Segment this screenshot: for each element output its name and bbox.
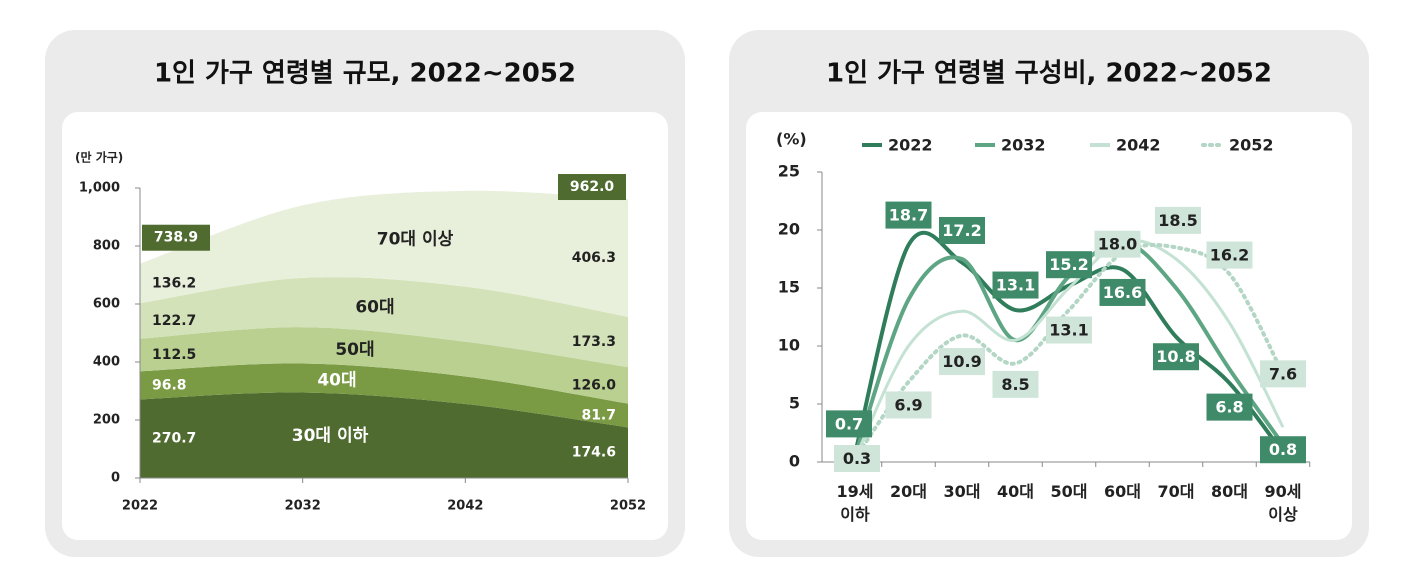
y-axis-label: (%) [776, 130, 807, 149]
y-tick-label: 800 [93, 239, 120, 254]
data-label: 0.8 [1269, 440, 1297, 459]
data-label: 406.3 [572, 250, 616, 266]
area [140, 190, 628, 317]
data-label: 15.2 [1049, 255, 1088, 274]
data-label: 16.2 [1210, 246, 1249, 265]
y-tick-label: 5 [789, 394, 800, 413]
data-label: 18.7 [889, 206, 928, 225]
y-tick-label: 1,000 [79, 181, 120, 196]
x-tick-label: 2032 [285, 499, 321, 514]
data-label: 122.7 [152, 313, 196, 329]
data-label: 10.9 [942, 352, 981, 371]
y-tick-label: 0 [789, 452, 800, 471]
x-tick-label: 60대 [1104, 482, 1141, 501]
data-label: 17.2 [942, 221, 981, 240]
area [140, 392, 628, 478]
x-tick-label: 40대 [997, 482, 1034, 501]
data-label: 18.0 [1098, 235, 1137, 254]
label-box [992, 370, 1039, 398]
total-label: 738.9 [154, 230, 198, 246]
line [853, 239, 1285, 457]
label-box [885, 391, 932, 419]
label-box [1046, 316, 1092, 344]
y-tick-label: 15 [778, 278, 800, 297]
y-tick-label: 10 [778, 336, 800, 355]
x-tick-label: 90세 이상 [1264, 482, 1302, 524]
x-tick-label: 2052 [610, 499, 646, 514]
x-tick-label: 19세 이하 [836, 482, 874, 524]
data-label: 136.2 [152, 275, 196, 291]
data-label: 174.6 [572, 445, 616, 461]
area [140, 277, 628, 368]
chart-title: 1인 가구 연령별 규모, 2022~2052 [154, 59, 576, 89]
label-box [1046, 251, 1092, 279]
x-tick-label: 30대 [943, 482, 981, 501]
data-label: 96.8 [152, 377, 187, 393]
y-tick-label: 600 [93, 297, 120, 312]
data-label: 18.5 [1158, 211, 1197, 230]
data-label: 13.1 [996, 276, 1035, 295]
data-label: 0.3 [843, 449, 871, 468]
data-label: 16.6 [1103, 283, 1142, 302]
total-box [142, 224, 210, 251]
series-label: 40대 [317, 371, 356, 391]
label-box [1099, 278, 1146, 306]
line [853, 238, 1285, 460]
data-label: 126.0 [572, 377, 617, 393]
label-box [826, 410, 872, 438]
y-tick-label: 20 [778, 220, 800, 239]
data-label: 8.5 [1001, 375, 1029, 394]
label-box [1206, 241, 1253, 269]
label-box [939, 216, 985, 244]
data-label: 112.5 [152, 347, 196, 363]
data-label: 0.7 [835, 414, 863, 433]
label-box [1260, 436, 1306, 464]
x-tick-label: 2022 [122, 499, 158, 514]
data-label: 270.7 [152, 431, 196, 447]
data-label: 6.9 [894, 395, 922, 414]
area [140, 327, 628, 404]
legend-label: 2042 [1116, 136, 1161, 155]
label-box [885, 201, 932, 229]
y-tick-label: 400 [93, 355, 120, 370]
data-label: 173.3 [572, 334, 616, 350]
total-label: 962.0 [570, 179, 615, 195]
label-box [1206, 393, 1253, 421]
legend-label: 2032 [1001, 136, 1046, 155]
label-box [992, 271, 1039, 299]
data-label: 10.8 [1156, 347, 1195, 366]
series-label: 30대 이하 [292, 426, 369, 446]
series-label: 60대 [355, 298, 394, 318]
label-box [1155, 206, 1201, 234]
legend-label: 2022 [888, 136, 933, 155]
x-tick-label: 2042 [447, 499, 483, 514]
x-tick-label: 20대 [890, 482, 927, 501]
label-box [1094, 230, 1141, 258]
y-axis-label: (만 가구) [75, 150, 123, 165]
label-box [834, 445, 880, 473]
legend-label: 2052 [1229, 136, 1274, 155]
x-tick-label: 80대 [1211, 482, 1248, 501]
data-label: 13.1 [1049, 321, 1088, 340]
x-tick-label: 50대 [1050, 482, 1088, 501]
label-box [939, 348, 985, 376]
data-label: 81.7 [581, 408, 616, 424]
y-tick-label: 0 [111, 471, 120, 486]
series-label: 70대 이상 [377, 230, 454, 250]
total-box [558, 174, 626, 201]
data-label: 7.6 [1269, 364, 1297, 383]
data-label: 6.8 [1215, 398, 1243, 417]
label-box [1260, 360, 1306, 388]
label-box [1153, 343, 1199, 371]
area [140, 363, 628, 428]
chart-title: 1인 가구 연령별 구성비, 2022~2052 [826, 59, 1272, 89]
y-tick-label: 200 [93, 413, 120, 428]
x-tick-label: 70대 [1157, 482, 1195, 501]
y-tick-label: 25 [778, 162, 800, 181]
series-label: 50대 [335, 340, 374, 360]
